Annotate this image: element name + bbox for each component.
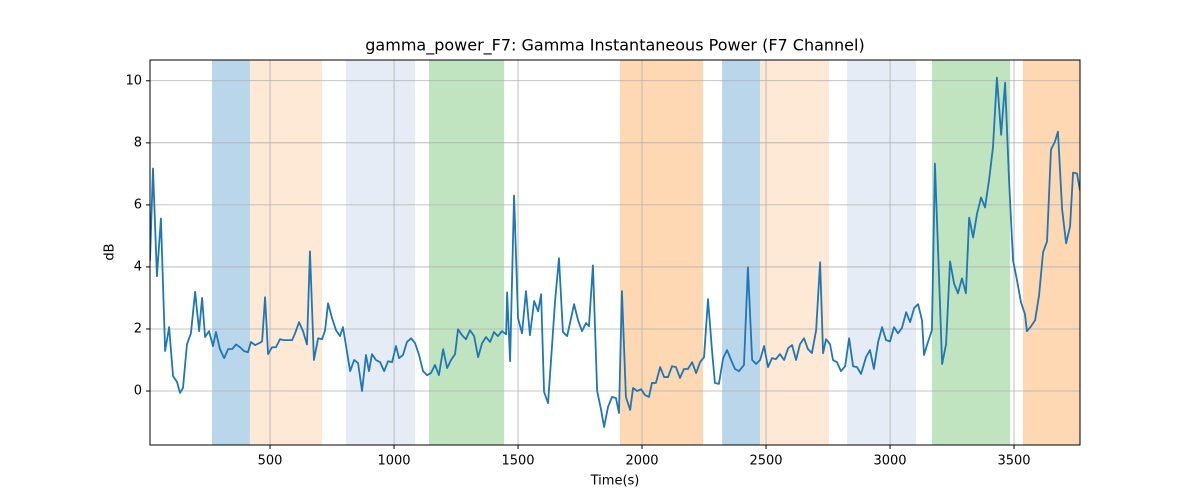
y-tick-label: 2 [134, 321, 142, 336]
y-tick-label: 0 [134, 384, 142, 399]
span [931, 60, 1011, 445]
y-tick-label: 8 [134, 135, 142, 150]
y-tick-label: 10 [125, 73, 142, 88]
y-tick-label: 6 [134, 197, 142, 212]
y-axis-label: dB [103, 243, 118, 260]
x-tick-label: 1000 [377, 454, 410, 469]
x-tick-label: 3000 [873, 454, 906, 469]
span [847, 60, 917, 445]
x-tick-label: 3500 [997, 454, 1030, 469]
x-tick-label: 2500 [749, 454, 782, 469]
span [760, 60, 830, 445]
plot [150, 76, 1080, 428]
span [249, 60, 323, 445]
chart-title: gamma_power_F7: Gamma Instantaneous Powe… [365, 36, 864, 56]
span [429, 60, 505, 445]
spans [212, 60, 1080, 445]
span [212, 60, 250, 445]
x-axis-label: Time(s) [590, 474, 640, 489]
span [1022, 60, 1080, 445]
span [619, 60, 704, 445]
ticks: 500 1000 1500 2000 2500 3000 3500 0 2 4 6 8 10 [125, 73, 1030, 468]
x-tick-label: 500 [258, 454, 283, 469]
axes-frame [149, 59, 1081, 446]
x-tick-label: 2000 [625, 454, 658, 469]
y-tick-label: 4 [134, 259, 142, 274]
data-line [150, 76, 1080, 428]
span [345, 60, 416, 445]
grid [150, 60, 1080, 445]
span [722, 60, 761, 445]
x-tick-label: 1500 [501, 454, 534, 469]
